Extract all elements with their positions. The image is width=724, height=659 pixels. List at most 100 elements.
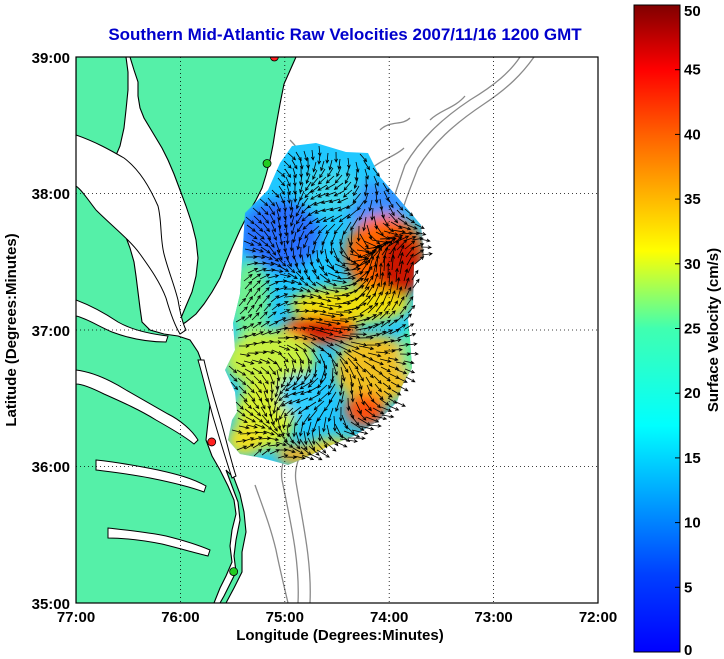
velocity-arrow	[253, 331, 264, 337]
velocity-arrow	[365, 283, 375, 298]
velocity-arrow	[383, 300, 391, 312]
velocity-arrow	[395, 201, 404, 211]
velocity-arrow	[293, 191, 298, 203]
velocity-arrow	[375, 391, 384, 401]
velocity-arrow	[320, 160, 325, 172]
velocity-arrow	[339, 382, 344, 397]
colorbar-tick-label: 50	[684, 3, 701, 20]
velocity-arrow	[331, 439, 348, 448]
velocity-arrow	[421, 252, 433, 256]
velocity-arrow	[253, 215, 263, 224]
velocity-arrow	[246, 295, 253, 306]
grid-lines	[76, 57, 598, 603]
velocity-arrow	[317, 153, 322, 165]
velocity-arrow	[359, 393, 365, 406]
velocity-arrow	[355, 270, 369, 283]
velocity-arrow	[260, 442, 272, 448]
velocity-arrow	[399, 260, 404, 275]
velocity-arrow	[328, 375, 335, 390]
velocity-arrow	[387, 234, 404, 239]
velocity-arrow	[375, 350, 389, 355]
velocity-arrow	[269, 330, 281, 335]
velocity-arrow	[405, 376, 416, 383]
velocity-arrow	[269, 287, 280, 295]
velocity-arrow	[247, 392, 256, 402]
velocity-arrow	[251, 312, 260, 321]
velocity-arrow	[358, 345, 375, 351]
velocity-arrow	[356, 409, 367, 421]
velocity-arrow	[314, 208, 326, 214]
velocity-arrow	[364, 368, 374, 379]
y-tick-label: 36:00	[32, 459, 70, 476]
velocity-arrow	[395, 314, 404, 323]
velocity-arrow	[347, 313, 365, 319]
velocity-arrow	[414, 256, 425, 265]
velocity-arrow	[397, 244, 405, 259]
velocity-arrow	[387, 197, 394, 209]
velocity-arrow	[337, 205, 350, 212]
velocity-arrow	[390, 290, 396, 303]
velocity-arrow	[396, 209, 405, 219]
velocity-arrow	[302, 262, 308, 274]
velocity-arrow	[390, 338, 402, 343]
velocity-arrow	[237, 417, 248, 423]
velocity-arrow	[349, 285, 365, 295]
velocity-arrow	[370, 207, 375, 221]
velocity-arrow	[253, 255, 266, 259]
velocity-arrow	[289, 207, 294, 219]
velocity-arrow	[299, 166, 304, 178]
velocity-arrow	[274, 385, 280, 398]
velocity-arrow	[307, 277, 317, 287]
velocity-arrow	[259, 398, 266, 410]
colorbar-tick-label: 35	[684, 191, 701, 208]
velocity-arrow	[236, 325, 248, 331]
velocity-arrow	[252, 367, 263, 374]
velocity-arrow	[303, 237, 309, 249]
y-tick-label: 39:00	[32, 50, 70, 67]
velocity-arrow	[333, 182, 344, 190]
velocity-arrow	[244, 443, 255, 450]
velocity-arrow	[319, 273, 331, 283]
velocity-arrow	[295, 206, 302, 217]
velocity-arrow	[253, 287, 261, 297]
velocity-arrow	[271, 229, 277, 241]
velocity-arrow	[357, 335, 375, 340]
velocity-arrow	[270, 340, 282, 344]
velocity-arrow	[380, 366, 392, 373]
velocity-arrow	[375, 254, 380, 273]
velocity-arrow	[329, 206, 342, 212]
velocity-arrow	[326, 344, 343, 356]
velocity-arrow	[246, 224, 257, 232]
velocity-arrow	[339, 358, 349, 374]
velocity-arrow	[403, 268, 409, 282]
velocity-arrow	[317, 257, 325, 271]
velocity-arrow	[317, 224, 328, 235]
velocity-arrow	[308, 445, 320, 456]
velocity-arrow	[305, 181, 312, 192]
velocity-arrow	[243, 400, 253, 410]
velocity-arrow	[267, 197, 276, 207]
velocity-arrow	[355, 401, 362, 415]
velocity-arrow	[338, 213, 351, 223]
velocity-arrow	[306, 421, 312, 437]
velocity-arrow	[290, 215, 295, 227]
velocity-arrow	[253, 448, 263, 457]
colorbar-ticks: 0 5 10 15 20 25 30 35 40 45 50	[675, 3, 701, 659]
velocity-arrow	[238, 425, 250, 430]
velocity-arrow	[407, 304, 416, 314]
velocity-arrow	[372, 167, 380, 177]
colorbar-tick-label: 0	[684, 642, 692, 659]
velocity-arrow	[406, 253, 414, 266]
station-marker	[229, 567, 239, 577]
velocity-arrow	[358, 425, 375, 431]
velocity-arrow	[374, 383, 382, 393]
velocity-arrow	[382, 182, 389, 193]
velocity-arrow	[349, 381, 354, 395]
velocity-arrow	[356, 200, 365, 211]
velocity-arrow	[287, 192, 291, 204]
velocity-arrow	[267, 237, 275, 248]
plot-frame	[75, 56, 599, 604]
velocity-arrow	[251, 436, 263, 441]
velocity-arrow	[335, 398, 341, 413]
velocity-arrow	[268, 365, 277, 376]
